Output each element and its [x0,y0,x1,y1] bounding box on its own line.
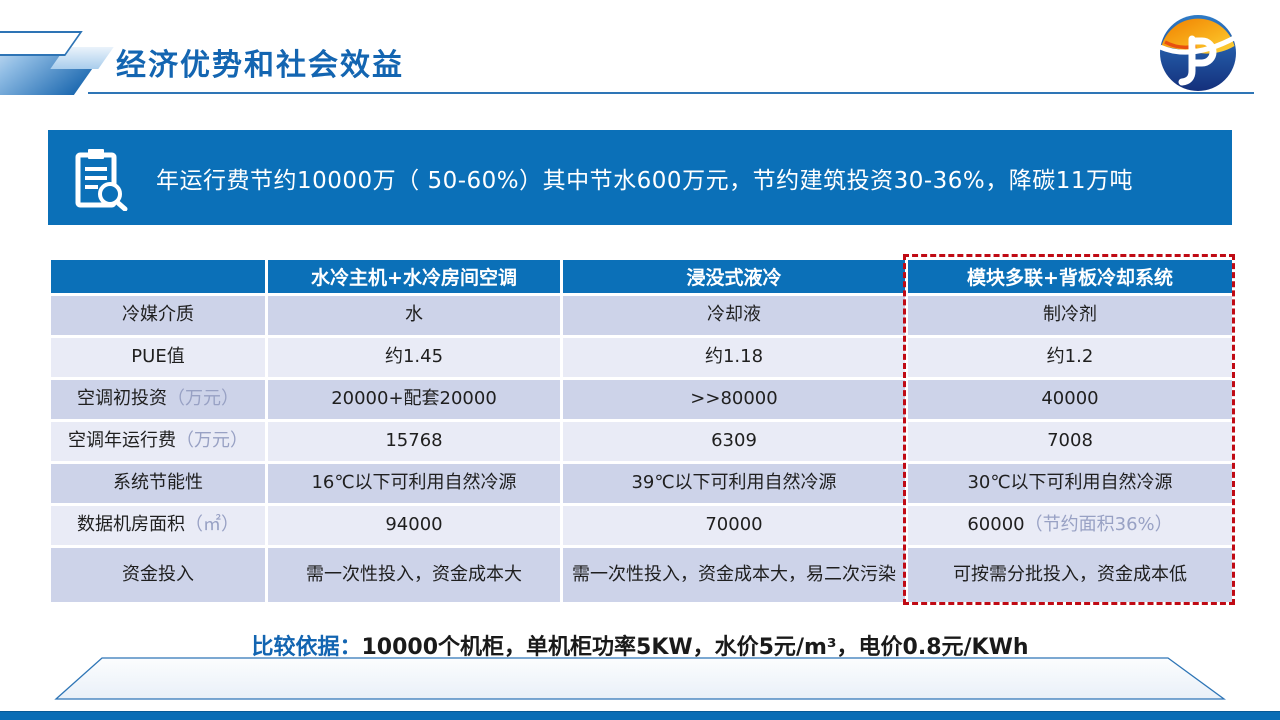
table-row: 空调初投资（万元） 20000+配套20000 >>80000 40000 [48,377,1235,422]
table-cell: 约1.18 [560,335,908,380]
table-cell: 94000 [265,503,563,548]
row-label: 数据机房面积（㎡） [48,503,268,548]
table-cell: 60000（节约面积36%） [905,503,1235,548]
table-cell: 70000 [560,503,908,548]
row-label: PUE值 [48,335,268,380]
table-cell: 约1.2 [905,335,1235,380]
table-row: 空调年运行费（万元） 15768 6309 7008 [48,419,1235,464]
header-cell-immersion: 浸没式液冷 [560,257,908,296]
table-row: 冷媒介质 水 冷却液 制冷剂 [48,293,1235,338]
table-cell: 7008 [905,419,1235,464]
table-cell: 6309 [560,419,908,464]
table-row: 数据机房面积（㎡） 94000 70000 60000（节约面积36%） [48,503,1235,548]
bottom-trapezoid-decoration [54,657,1226,700]
table-header-row: 水冷主机+水冷房间空调 浸没式液冷 模块多联+背板冷却系统 [48,257,1235,296]
table-cell: 39℃以下可利用自然冷源 [560,461,908,506]
table-cell: 20000+配套20000 [265,377,563,422]
header-cell-empty [48,257,268,296]
summary-banner-text: 年运行费节约10000万（ 50-60%）其中节水600万元，节约建筑投资30-… [156,167,1134,194]
comparison-basis-text: 10000个机柜，单机柜功率5KW，水价5元/m³，电价0.8元/KWh [361,635,1029,660]
comparison-table: 水冷主机+水冷房间空调 浸没式液冷 模块多联+背板冷却系统 冷媒介质 水 冷却液… [48,257,1235,605]
table-row: 资金投入 需一次性投入，资金成本大 需一次性投入，资金成本大，易二次污染 可按需… [48,545,1235,605]
summary-banner: 年运行费节约10000万（ 50-60%）其中节水600万元，节约建筑投资30-… [48,130,1232,225]
row-label: 系统节能性 [48,461,268,506]
table-cell: 15768 [265,419,563,464]
page-title: 经济优势和社会效益 [116,48,404,83]
table-cell: 16℃以下可利用自然冷源 [265,461,563,506]
logo-letter-stem [1178,35,1196,86]
comparison-table-container: 水冷主机+水冷房间空调 浸没式液冷 模块多联+背板冷却系统 冷媒介质 水 冷却液… [48,254,1235,605]
table-cell: 40000 [905,377,1235,422]
table-cell: 冷却液 [560,293,908,338]
header-cell-water-cooled: 水冷主机+水冷房间空调 [265,257,563,296]
table-cell: >>80000 [560,377,908,422]
company-logo [1158,15,1238,91]
table-cell: 需一次性投入，资金成本大 [265,545,563,605]
title-underline [88,92,1254,94]
table-cell: 水 [265,293,563,338]
bottom-blue-bar [0,711,1280,720]
table-cell: 约1.45 [265,335,563,380]
table-cell: 30℃以下可利用自然冷源 [905,461,1235,506]
comparison-basis-note: 比较依据：10000个机柜，单机柜功率5KW，水价5元/m³，电价0.8元/KW… [0,629,1280,661]
table-row: PUE值 约1.45 约1.18 约1.2 [48,335,1235,380]
table-row: 系统节能性 16℃以下可利用自然冷源 39℃以下可利用自然冷源 30℃以下可利用… [48,461,1235,506]
row-label: 资金投入 [48,545,268,605]
logo-letter-bowl [1188,37,1217,67]
row-label: 空调初投资（万元） [48,377,268,422]
table-cell: 可按需分批投入，资金成本低 [905,545,1235,605]
header-cell-modular: 模块多联+背板冷却系统 [905,257,1235,296]
row-label: 空调年运行费（万元） [48,419,268,464]
table-cell: 需一次性投入，资金成本大，易二次污染 [560,545,908,605]
table-cell: 制冷剂 [905,293,1235,338]
row-label: 冷媒介质 [48,293,268,338]
comparison-basis-label: 比较依据： [251,635,362,660]
document-magnifier-icon [75,148,128,211]
